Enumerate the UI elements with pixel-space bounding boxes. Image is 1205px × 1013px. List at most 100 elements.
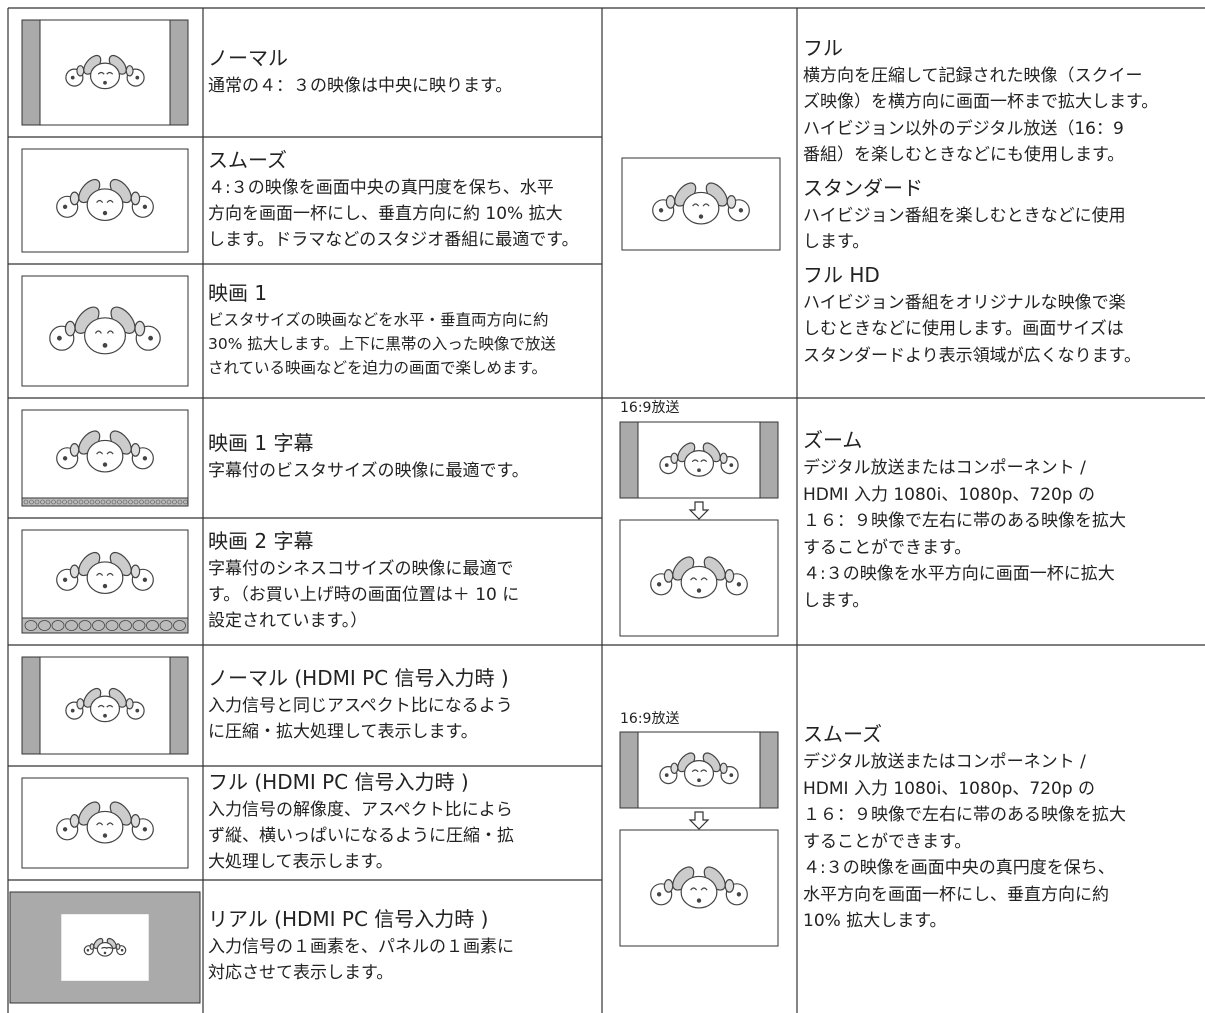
item-description: 番組）を楽しむときなどにも使用します。 [803,145,1125,166]
eyes [690,577,708,581]
row-description: に圧縮・拡大処理して表示します。 [208,721,478,742]
item-description: １６：９映像で左右に帯のある映像を拡大 [803,511,1126,531]
subtitle-dot [78,620,92,631]
dog-illustration [56,551,154,595]
eyes [101,946,113,949]
row-description: 大処理して表示します。 [208,852,393,872]
small-ear [89,943,95,950]
small-ear [64,320,76,337]
small-eye [86,948,90,952]
nose [102,343,108,348]
dog-illustration [49,306,161,355]
small-ear [726,194,737,209]
item-description: しむときなどに使用します。画面サイズは [803,319,1124,340]
side-bar [619,731,639,809]
subtitle-dot [40,499,45,505]
item-description: することができます。 [803,537,972,558]
subtitle-dot [117,499,122,505]
small-ear [130,814,141,828]
eyes [96,572,114,576]
subtitle-dot [29,499,34,505]
small-eye [664,463,669,467]
small-eye [142,456,148,461]
subtitle-dot [24,620,38,631]
dog-illustration [659,752,739,787]
side-bar [21,656,41,755]
small-eye [62,456,68,461]
row-title: 映画 1 字幕 [208,431,314,455]
eyes [690,887,708,891]
nose [696,898,702,903]
side-bar [169,19,189,126]
dog-illustration [652,182,750,225]
screen-frame [9,891,201,1004]
dog-illustration [650,556,748,599]
row-description: 字幕付のシネスコサイズの映像に最適で [208,558,514,579]
item-description: デジタル放送またはコンポーネント / [803,752,1086,773]
eyes [691,769,708,773]
item-description: することができます。 [803,831,972,852]
subtitle-dot [173,620,186,631]
small-ear [76,65,85,77]
item-title: スムーズ [803,722,882,747]
subtitle-dot [89,499,95,505]
small-eye [142,827,148,832]
nose [102,210,108,216]
small-eye [142,577,148,582]
row-description: 字幕付のビスタサイズの映像に最適です。 [208,461,529,481]
subtitle-dot [111,499,117,505]
dog-illustration [65,687,145,723]
row-title: 映画 2 字幕 [208,528,314,553]
subtitle-dot [51,620,65,631]
small-ear [724,879,735,893]
row-description: されている映画などを迫力の画面で楽しめます。 [208,359,547,377]
dog-illustration [659,442,739,477]
broadcast-label: 16:9放送 [620,400,680,416]
small-eye [70,75,75,80]
dog-illustration [56,801,154,844]
item-description: HDMI 入力 1080i、1080p、720p の [803,484,1096,505]
nose [102,833,108,838]
eyes [97,71,114,75]
nose [698,214,704,219]
row-title: ノーマル (HDMI PC 信号入力時 ) [208,665,509,690]
row-description: 30% 拡大します。上下に黒帯の入った映像で放送 [208,335,556,353]
subtitle-dot [155,499,161,505]
row-title: 映画 1 [208,281,268,305]
head [89,695,121,723]
small-eye [120,948,124,952]
row-description: 対応させて表示します。 [208,962,394,983]
small-eye [142,204,148,209]
subtitle-dot [144,499,150,505]
subtitle-dot [73,499,78,505]
side-bar [21,19,41,126]
small-ear [130,564,141,579]
nose [102,462,108,467]
eyes [97,704,114,708]
item-description: ハイビジョン番組を楽しむときなどに使用 [803,205,1126,226]
row-description: 方向を画面一杯にし、垂直方向に約 10% 拡大 [208,203,563,224]
small-ear [719,452,728,464]
small-ear [69,814,80,828]
subtitle-dot [161,499,166,505]
down-arrow [688,811,710,830]
head [683,760,715,787]
small-eye [736,892,742,897]
eyes [96,822,114,826]
subtitle-dot [119,620,132,631]
small-eye [135,75,140,80]
nose [697,468,701,473]
small-ear [69,443,80,457]
eyes [96,199,114,203]
item-description: デジタル放送またはコンポーネント / [803,458,1086,478]
subtitle-dot [139,499,144,505]
broadcast-label: 16:9放送 [620,711,680,727]
subtitle-dot [38,620,51,631]
down-arrow [688,501,710,520]
dog-illustration [83,937,127,957]
small-eye [148,335,154,341]
item-title: フル [803,35,843,60]
